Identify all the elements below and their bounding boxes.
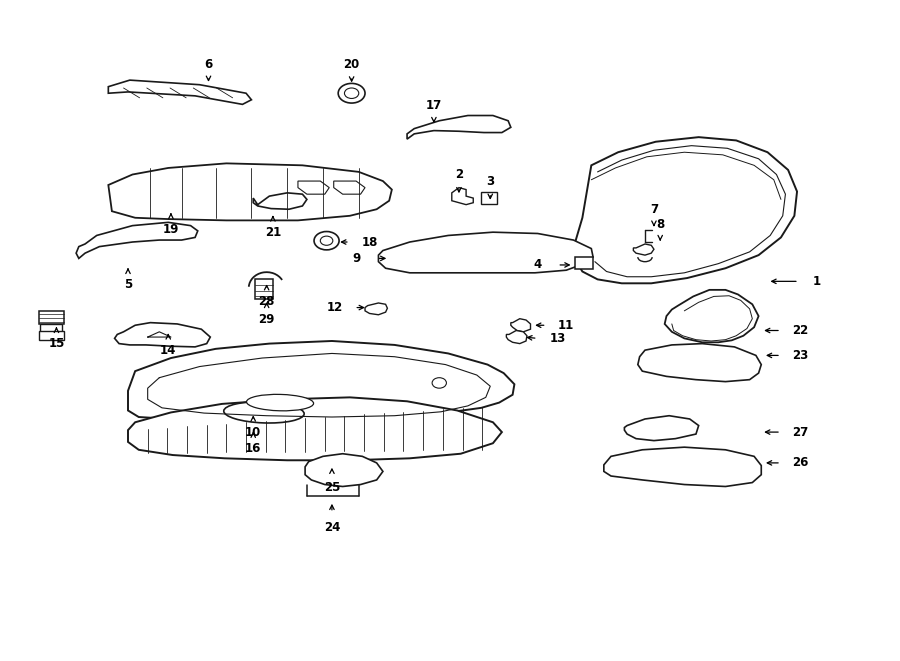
Text: 15: 15 [49, 337, 65, 350]
Bar [39, 311, 64, 324]
Text: 2: 2 [454, 168, 463, 181]
Polygon shape [305, 453, 382, 486]
Text: 14: 14 [160, 344, 176, 357]
Bar [40, 324, 62, 332]
Polygon shape [452, 188, 473, 205]
Polygon shape [634, 244, 654, 255]
Text: 16: 16 [245, 442, 261, 455]
Text: 24: 24 [324, 521, 340, 533]
Polygon shape [604, 447, 761, 486]
Polygon shape [128, 397, 502, 460]
Text: 26: 26 [792, 456, 809, 469]
Text: 22: 22 [793, 324, 809, 337]
Polygon shape [108, 163, 392, 220]
Text: 13: 13 [549, 332, 565, 345]
Bar [482, 192, 498, 204]
Circle shape [432, 377, 446, 388]
Bar [575, 257, 593, 269]
Polygon shape [638, 344, 761, 381]
Text: 3: 3 [486, 175, 494, 188]
Polygon shape [108, 80, 251, 104]
Text: 17: 17 [426, 99, 442, 112]
Text: 10: 10 [245, 426, 261, 440]
Polygon shape [128, 341, 515, 419]
Ellipse shape [247, 395, 313, 411]
Polygon shape [665, 290, 759, 342]
Polygon shape [575, 137, 797, 284]
Polygon shape [365, 303, 387, 315]
Text: 23: 23 [793, 349, 809, 362]
Text: 11: 11 [558, 319, 574, 332]
Polygon shape [76, 222, 198, 258]
Text: 1: 1 [813, 275, 821, 288]
Text: 18: 18 [361, 235, 378, 249]
Bar [255, 280, 273, 299]
Text: 25: 25 [324, 481, 340, 494]
Text: 4: 4 [534, 258, 542, 272]
Polygon shape [625, 416, 698, 441]
Text: 6: 6 [204, 58, 212, 71]
Circle shape [345, 88, 359, 98]
Text: 28: 28 [258, 295, 274, 308]
Polygon shape [511, 319, 530, 332]
Text: 19: 19 [163, 223, 179, 236]
Polygon shape [507, 330, 526, 344]
Ellipse shape [224, 402, 304, 423]
Text: 8: 8 [656, 218, 664, 231]
Polygon shape [407, 116, 511, 139]
Text: 20: 20 [344, 58, 360, 71]
Polygon shape [114, 323, 211, 347]
Circle shape [320, 236, 333, 245]
Polygon shape [378, 232, 593, 273]
Text: 29: 29 [258, 313, 274, 326]
Text: 12: 12 [327, 301, 343, 314]
Polygon shape [334, 181, 365, 194]
Polygon shape [253, 193, 307, 210]
Circle shape [338, 83, 365, 103]
Text: 27: 27 [793, 426, 809, 439]
Text: 5: 5 [124, 278, 132, 291]
Polygon shape [298, 181, 329, 194]
Text: 9: 9 [353, 252, 361, 265]
Text: 7: 7 [650, 204, 658, 216]
Circle shape [314, 231, 339, 250]
Text: 21: 21 [265, 225, 281, 239]
Bar [39, 330, 64, 340]
